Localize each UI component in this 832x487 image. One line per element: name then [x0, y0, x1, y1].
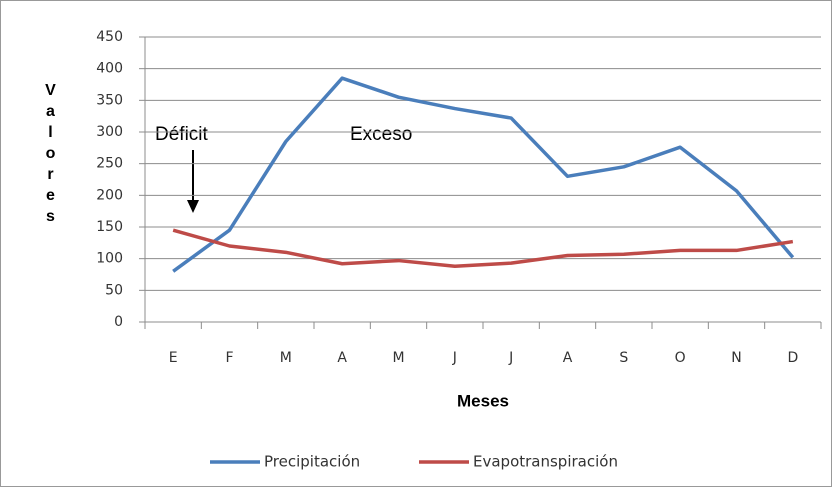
y-tick-label: 150 — [96, 219, 123, 235]
data-line — [172, 76, 795, 273]
y-tick-label: 200 — [96, 187, 123, 203]
x-tick-label: N — [731, 350, 741, 366]
data-line — [172, 228, 794, 269]
x-tick-label: A — [337, 350, 347, 366]
x-tick-label: J — [452, 350, 457, 366]
annotation: Déficit — [155, 124, 209, 145]
x-tick-label: O — [675, 350, 686, 366]
x-tick-label: A — [563, 350, 573, 366]
y-tick-label: 50 — [105, 282, 123, 298]
x-tick-label: F — [225, 350, 233, 366]
x-tick-label: M — [392, 350, 404, 366]
x-tick-label: J — [508, 350, 513, 366]
legend-label: Precipitación — [264, 453, 360, 471]
x-tick-label: D — [787, 350, 798, 366]
y-tick-label: 0 — [114, 314, 123, 330]
y-tick-label: 450 — [96, 29, 123, 45]
x-tick-label: M — [280, 350, 292, 366]
x-tick-label: S — [619, 350, 628, 366]
x-axis-label: Meses — [457, 391, 509, 410]
y-tick-label: 400 — [96, 61, 123, 77]
y-tick-label: 350 — [96, 92, 123, 108]
y-tick-label: 300 — [96, 124, 123, 140]
x-tick-label: E — [169, 350, 178, 366]
y-tick-label: 100 — [96, 251, 123, 267]
legend-label: Evapotranspiración — [473, 453, 618, 471]
y-tick-label: 250 — [96, 156, 123, 172]
annotation-arrowhead — [187, 200, 199, 213]
y-axis-label: Valores — [42, 82, 59, 229]
annotation: Exceso — [350, 124, 412, 145]
